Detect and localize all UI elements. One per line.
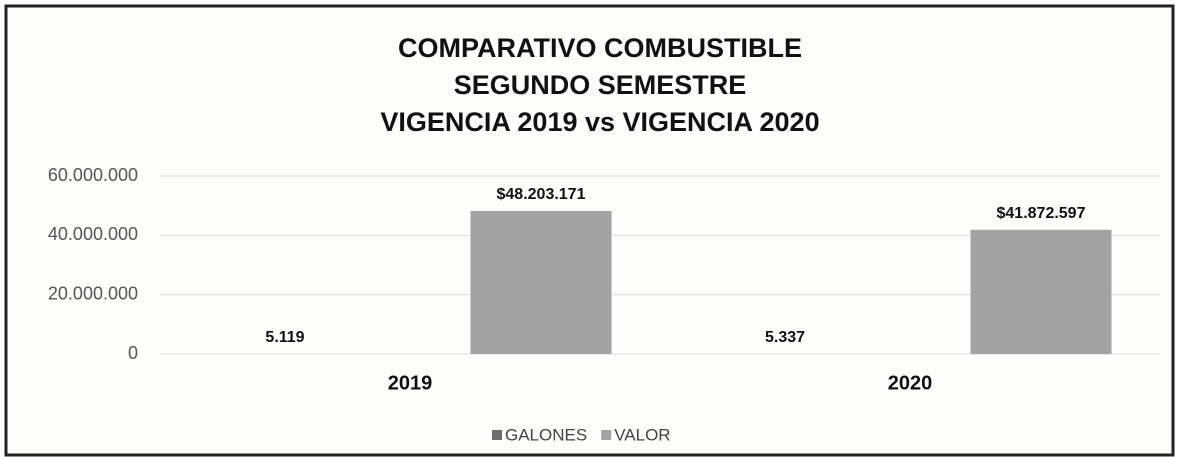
- y-tick-label: 60.000.000: [48, 165, 138, 185]
- y-tick-label: 40.000.000: [48, 224, 138, 244]
- legend-label: VALOR: [614, 425, 670, 444]
- legend-label: GALONES: [505, 425, 587, 444]
- bar: [470, 210, 612, 354]
- data-label: $48.203.171: [497, 186, 586, 203]
- data-label: $41.872.597: [997, 205, 1086, 222]
- x-tick-label: 2019: [388, 372, 433, 394]
- data-label: 5.337: [765, 329, 805, 346]
- legend-swatch: [601, 430, 612, 440]
- data-label: 5.119: [265, 329, 304, 346]
- chart-title: COMPARATIVO COMBUSTIBLE: [398, 33, 802, 63]
- bar: [970, 229, 1112, 354]
- y-tick-label: 0: [128, 343, 138, 363]
- legend-swatch: [492, 430, 502, 440]
- chart-title: SEGUNDO SEMESTRE: [454, 70, 747, 100]
- chart-title: VIGENCIA 2019 vs VIGENCIA 2020: [380, 107, 819, 137]
- y-tick-label: 20.000.000: [48, 283, 138, 303]
- x-tick-label: 2020: [888, 372, 933, 394]
